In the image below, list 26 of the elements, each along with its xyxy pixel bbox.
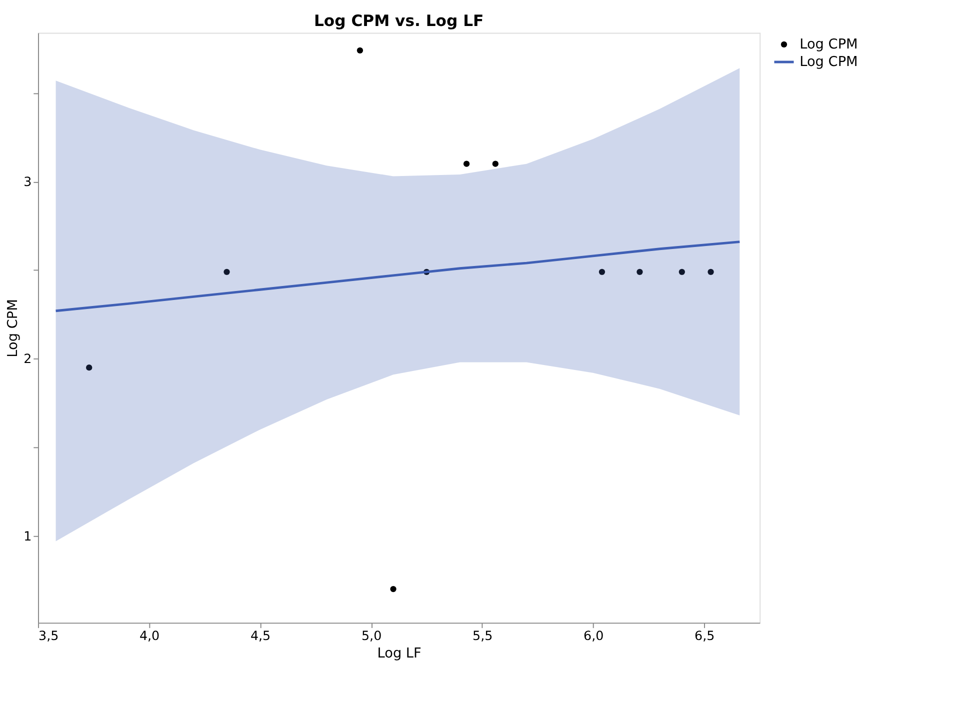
point (708, 268, 714, 275)
y-tick-label: 1 (24, 528, 32, 544)
x-tick-label: 6,5 (694, 628, 715, 643)
point (678, 268, 685, 275)
point (463, 160, 470, 167)
x-tick-label: 4,5 (250, 628, 271, 643)
y-axis-title: Log CPM (4, 299, 21, 358)
x-tick-label: 5,5 (472, 628, 493, 643)
y-tick-label: 3 (24, 174, 32, 189)
x-axis-title: Log LF (377, 645, 422, 662)
x-tick-label: 4,0 (139, 628, 160, 643)
point (598, 268, 606, 275)
line-series (54, 240, 741, 312)
x-tick-label: 3,5 (38, 628, 59, 643)
chart-title: Log CPM vs. Log LF (314, 12, 484, 30)
x-tick-label: 5,0 (361, 628, 382, 643)
x-tick-label: 6,0 (584, 628, 604, 643)
point (356, 47, 364, 54)
y-tick-label: 2 (24, 351, 32, 366)
point (390, 586, 396, 592)
point (492, 160, 498, 167)
legend-label: Log CPM (800, 36, 858, 52)
point (86, 364, 92, 371)
point (224, 268, 230, 275)
point (636, 268, 643, 275)
legend-label: Log CPM (800, 54, 858, 70)
